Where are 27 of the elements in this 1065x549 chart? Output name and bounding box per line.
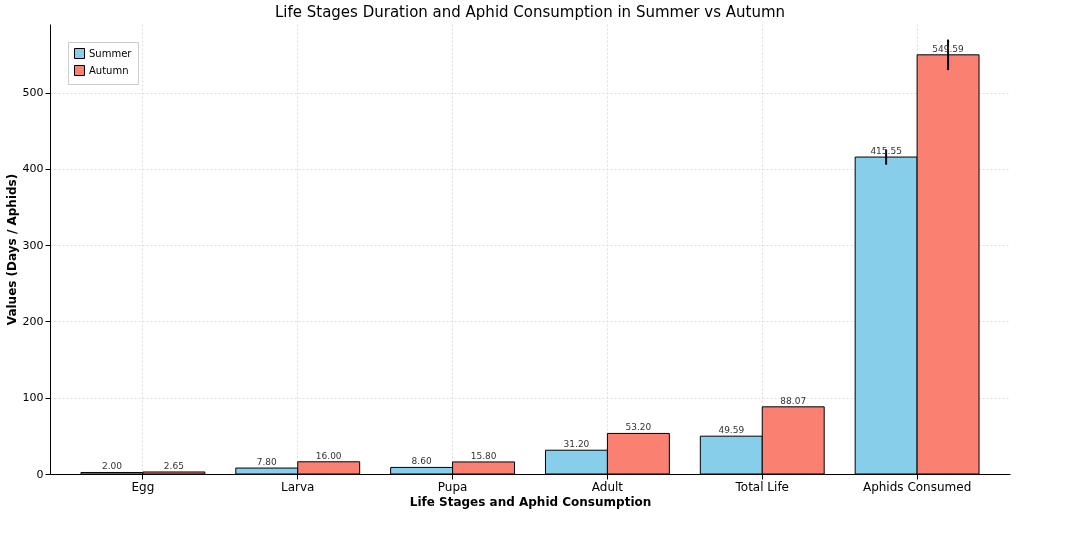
data-label: 7.80 — [256, 457, 278, 468]
legend-label: Summer — [89, 47, 133, 59]
x-tick-label: Aphids Consumed — [862, 479, 972, 494]
x-tick-label: Adult — [591, 479, 624, 494]
data-label: 16.00 — [315, 450, 342, 461]
data-label: 31.20 — [563, 439, 590, 450]
legend-label: Autumn — [89, 64, 129, 76]
x-tick-label: Larva — [281, 479, 315, 494]
y-tick-label: 500 — [22, 86, 44, 100]
data-label: 15.80 — [470, 450, 497, 461]
data-label: 53.20 — [625, 422, 652, 433]
y-tick-label: 200 — [22, 314, 44, 328]
data-label: 8.60 — [411, 456, 432, 467]
x-tick-label: Total Life — [734, 479, 789, 494]
y-axis-title: Values (Days / Aphids) — [4, 173, 19, 326]
chart-title: Life Stages Duration and Aphid Consumption in Summer vs Autumn — [274, 3, 786, 21]
y-tick-label: 300 — [22, 238, 44, 252]
data-label: 49.59 — [718, 425, 745, 436]
x-tick-label: Egg — [131, 479, 155, 494]
y-tick-label: 400 — [22, 162, 44, 176]
x-tick-label: Pupa — [437, 479, 468, 494]
y-tick-label: 0 — [36, 467, 44, 481]
y-tick-label: 100 — [22, 391, 44, 405]
data-label: 2.00 — [101, 461, 123, 472]
x-axis-title: Life Stages and Aphid Consumption — [409, 494, 652, 509]
data-label: 88.07 — [780, 395, 807, 406]
data-label: 2.65 — [163, 460, 184, 471]
